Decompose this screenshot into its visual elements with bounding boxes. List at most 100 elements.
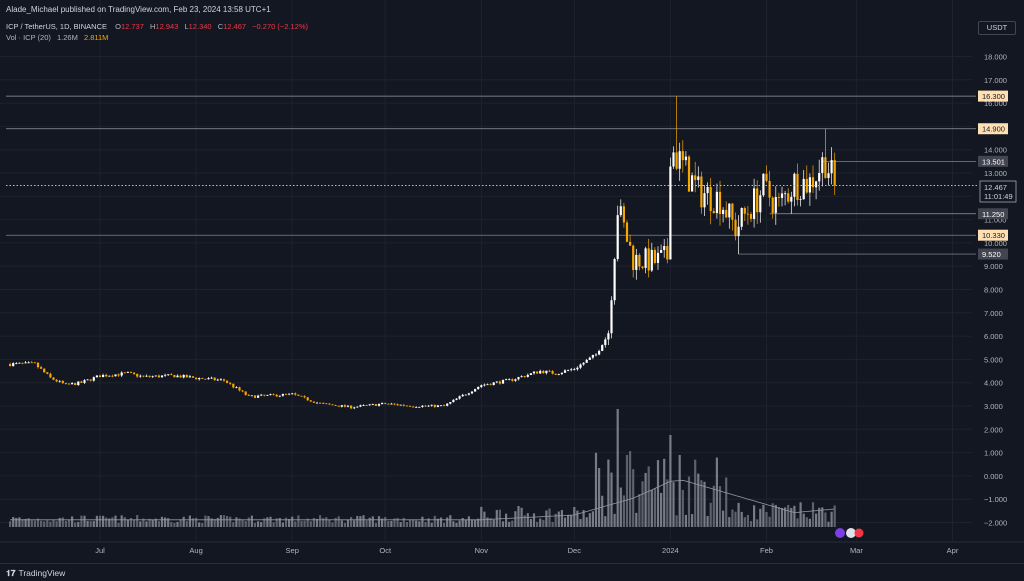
- volume-bar: [80, 515, 83, 527]
- time-axis[interactable]: Jul Aug Sep Oct Nov Dec 2024 Feb Mar Apr: [0, 541, 1024, 555]
- volume-bar: [616, 409, 619, 527]
- candle-body: [598, 350, 601, 355]
- candle-body: [77, 381, 80, 386]
- candlestick-chart[interactable]: 18.00017.00016.00015.00014.00013.00012.0…: [0, 0, 1024, 563]
- volume-bar: [749, 521, 753, 527]
- publisher-line: Alade_Michael published on TradingView.c…: [6, 5, 271, 14]
- volume-bar: [46, 520, 49, 527]
- candle-body: [195, 377, 198, 380]
- candle-body: [684, 156, 687, 161]
- candle-body: [272, 394, 275, 395]
- volume-bar: [98, 515, 102, 527]
- volume-bar: [377, 516, 381, 527]
- event-icons[interactable]: [835, 528, 864, 538]
- candle-body: [9, 364, 12, 367]
- volume-bar: [312, 517, 315, 527]
- volume-bar: [613, 513, 616, 527]
- candle-body: [815, 181, 818, 188]
- candle-body: [129, 371, 133, 373]
- volume-bar: [173, 522, 176, 527]
- candle-body: [681, 151, 684, 161]
- volume-bar: [576, 510, 579, 527]
- candle-body: [585, 359, 588, 363]
- candle-body: [644, 248, 647, 268]
- volume-bar: [157, 521, 160, 527]
- candle-body: [105, 374, 108, 377]
- candle-body: [55, 379, 58, 382]
- volume-bar: [545, 510, 548, 527]
- volume-bar: [526, 513, 529, 527]
- horizontal-levels[interactable]: [6, 95, 976, 255]
- volume-bar: [309, 521, 312, 527]
- currency-button[interactable]: USDT: [978, 21, 1016, 35]
- candle-body: [604, 339, 607, 346]
- candle-body: [777, 197, 780, 198]
- candle-body: [229, 382, 232, 384]
- candle-body: [291, 393, 294, 395]
- volume-bar: [9, 521, 12, 527]
- volume-bar: [247, 517, 250, 527]
- candle-body: [368, 404, 371, 406]
- candle-body: [734, 219, 737, 237]
- volume-bar: [133, 519, 136, 527]
- flag-icon[interactable]: [846, 528, 856, 538]
- volume-bar: [278, 517, 281, 527]
- candle-body: [139, 375, 142, 377]
- volume-bar: [269, 516, 272, 527]
- volume-bar: [86, 521, 89, 527]
- dividend-icon[interactable]: [854, 528, 864, 538]
- candle-body: [322, 403, 325, 404]
- candle-body: [191, 376, 195, 378]
- tradingview-logo[interactable]: 𝟏𝟕 TradingView: [6, 568, 65, 579]
- earnings-icon[interactable]: [835, 528, 845, 538]
- candle-body: [266, 394, 269, 396]
- volume-bar: [635, 512, 638, 527]
- candle-body: [232, 383, 235, 388]
- candle-body: [501, 379, 505, 384]
- candle-body: [746, 213, 749, 215]
- candle-body: [709, 186, 712, 212]
- candle-body: [740, 208, 743, 227]
- candle-body: [98, 375, 102, 378]
- candle-body: [167, 374, 170, 376]
- volume-bar: [427, 518, 430, 527]
- candle-body: [560, 372, 563, 375]
- volume-bar: [52, 519, 55, 527]
- tradingview-logo-text: TradingView: [18, 568, 66, 578]
- volume-bar: [523, 515, 526, 527]
- symbol-label[interactable]: ICP / TetherUS, 1D, BINANCE: [6, 22, 108, 31]
- candle-body: [712, 211, 715, 214]
- candle-body: [582, 362, 585, 365]
- candle-body: [737, 226, 740, 237]
- candle-body: [691, 175, 694, 192]
- volume-bar: [315, 518, 319, 527]
- candle-body: [796, 173, 799, 200]
- candle-body: [126, 371, 129, 373]
- candle-body: [536, 371, 539, 374]
- volume-bar: [777, 506, 780, 527]
- time-tick-label: Feb: [760, 546, 773, 555]
- volume-bar: [678, 455, 681, 527]
- volume-bar: [573, 507, 576, 527]
- volume-bar: [579, 519, 582, 527]
- time-tick-label: Nov: [475, 546, 489, 555]
- candle-body: [610, 300, 613, 334]
- candle-body: [204, 378, 207, 380]
- volume-bar: [560, 509, 563, 527]
- volume-bar: [663, 458, 666, 527]
- legend-ohlc: ICP / TetherUS, 1D, BINANCE O12.737 H12.…: [6, 22, 308, 31]
- level-badge: [978, 248, 1008, 260]
- price-tick-label: 17.000: [984, 76, 1007, 85]
- volume-bar: [204, 515, 207, 527]
- volume-bar: [536, 521, 539, 527]
- candle-body: [771, 197, 774, 213]
- volume-bar: [725, 477, 728, 527]
- volume-indicator-label[interactable]: Vol · ICP (20): [6, 33, 51, 42]
- volume-bar: [591, 511, 594, 527]
- candle-body: [570, 369, 573, 371]
- candle-body: [294, 393, 297, 395]
- candle-body: [325, 403, 328, 405]
- candle-body: [173, 375, 176, 378]
- candle-body: [424, 405, 427, 407]
- volume-bar: [300, 520, 303, 527]
